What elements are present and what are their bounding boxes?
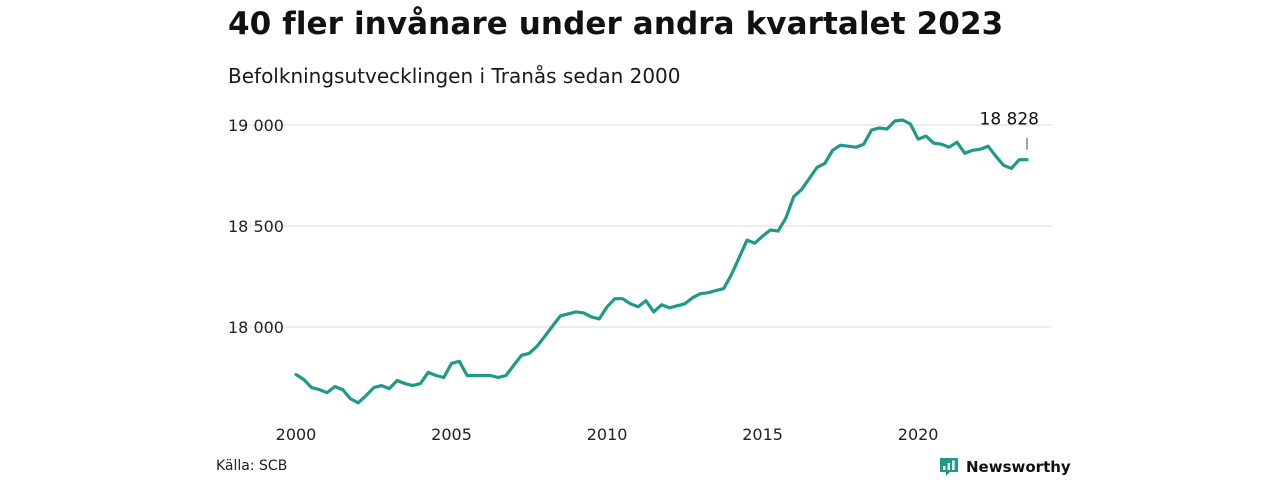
series-group — [294, 118, 1029, 405]
y-tick-label: 19 000 — [228, 116, 284, 135]
source-note: Källa: SCB — [216, 458, 288, 474]
x-axis: 2000 2005 2010 2015 2020 — [276, 425, 939, 444]
x-tick-label: 2015 — [742, 425, 783, 444]
x-tick-label: 2020 — [898, 425, 939, 444]
gridlines — [228, 124, 1052, 328]
newsworthy-logo-icon — [940, 458, 958, 476]
x-tick-label: 2010 — [587, 425, 628, 444]
x-tick-label: 2005 — [431, 425, 472, 444]
y-tick-label: 18 000 — [228, 318, 284, 337]
y-tick-label: 18 500 — [228, 217, 284, 236]
y-axis: 18 000 18 500 19 000 — [228, 116, 284, 337]
chart-title: 40 fler invånare under andra kvartalet 2… — [228, 6, 1004, 42]
chart-subtitle: Befolkningsutvecklingen i Tranås sedan 2… — [228, 64, 681, 88]
x-tick-label: 2000 — [276, 425, 317, 444]
annotation-group: 18 828 — [980, 110, 1039, 150]
annotation-label: 18 828 — [980, 110, 1039, 130]
brand-name: Newsworthy — [966, 458, 1071, 476]
brand-logo: Newsworthy — [938, 456, 1071, 478]
series-line — [294, 118, 1029, 405]
